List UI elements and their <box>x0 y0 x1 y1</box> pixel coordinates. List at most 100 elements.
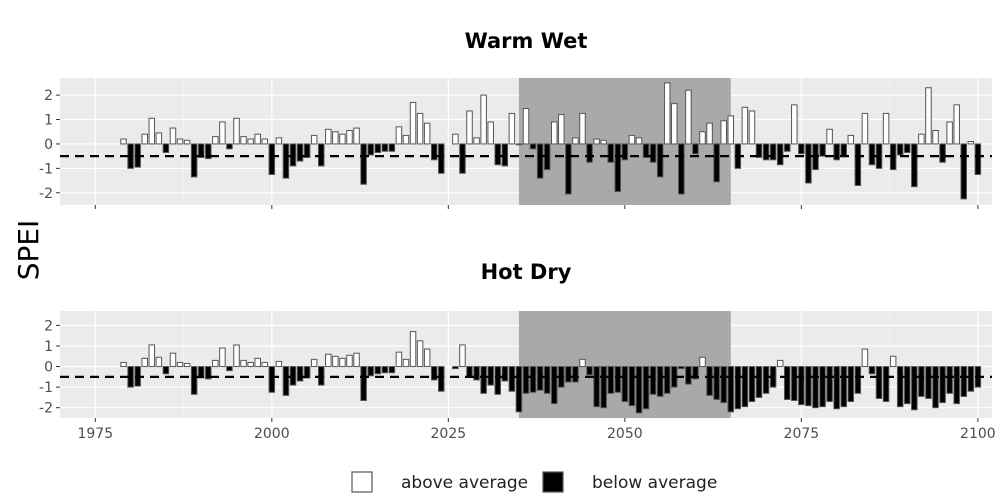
bar-2018 <box>395 351 403 368</box>
bar-2054 <box>649 366 657 395</box>
bar-2054 <box>649 143 657 163</box>
y-tick-label: -1 <box>39 380 53 396</box>
bar-2013 <box>360 366 367 402</box>
bar-2047 <box>600 139 607 145</box>
bar-2082 <box>847 134 855 145</box>
legend: above average below average <box>351 471 717 493</box>
bar-2073 <box>783 366 791 400</box>
bar-2059 <box>685 89 692 145</box>
y-tick-label: -1 <box>39 161 53 177</box>
bar-2085 <box>868 366 876 375</box>
bar-2060 <box>692 143 699 155</box>
bar-1997 <box>247 138 254 145</box>
bar-2057 <box>671 103 678 145</box>
bar-2012 <box>353 352 360 368</box>
bar-2051 <box>628 366 636 407</box>
bar-2029 <box>473 137 480 145</box>
bar-2017 <box>388 143 396 152</box>
bar-2040 <box>550 121 558 145</box>
bar-2074 <box>791 366 798 402</box>
bar-2056 <box>663 366 671 394</box>
x-tick-label: 2075 <box>784 426 820 442</box>
bar-2053 <box>642 143 650 158</box>
bar-2029 <box>473 366 480 381</box>
bar-2021 <box>416 112 424 145</box>
bar-1992 <box>212 359 219 368</box>
bar-2036 <box>522 366 530 394</box>
bar-2024 <box>438 143 445 174</box>
legend-key <box>542 471 564 493</box>
bar-1982 <box>141 357 148 368</box>
bar-1989 <box>190 366 198 395</box>
bar-2000 <box>268 143 276 175</box>
bar-1990 <box>197 143 205 158</box>
bar-2092 <box>918 133 925 145</box>
bar-2046 <box>593 138 600 145</box>
x-tick-label: 2025 <box>431 426 467 442</box>
bar-2095 <box>939 143 946 163</box>
bar-2088 <box>889 355 897 368</box>
bar-2079 <box>826 366 833 403</box>
bar-2001 <box>275 360 283 368</box>
bar-2019 <box>402 358 410 368</box>
bar-2091 <box>911 143 918 188</box>
bar-2026 <box>452 133 459 145</box>
bar-2072 <box>776 359 784 368</box>
bar-2068 <box>748 110 756 145</box>
bar-2076 <box>805 366 812 407</box>
y-tick-label: 0 <box>44 137 53 153</box>
bar-2048 <box>607 143 614 163</box>
bar-2018 <box>395 126 403 145</box>
bar-2080 <box>833 366 840 410</box>
bar-2033 <box>501 366 509 382</box>
bar-2077 <box>812 366 819 409</box>
bar-2080 <box>833 143 840 161</box>
bar-2016 <box>381 143 389 152</box>
bar-2030 <box>480 366 487 394</box>
bar-2010 <box>339 133 346 145</box>
bar-2038 <box>536 143 544 179</box>
bar-2087 <box>882 366 890 403</box>
bar-2083 <box>854 366 862 394</box>
y-axis-label: SPEI <box>12 220 45 281</box>
bar-2099 <box>967 366 975 392</box>
bar-2027 <box>459 344 466 368</box>
y-tick-label: 2 <box>44 318 53 334</box>
bar-2067 <box>741 106 749 145</box>
y-tick-label: 1 <box>44 339 53 355</box>
bar-2027 <box>459 143 466 174</box>
bar-2023 <box>430 143 438 161</box>
bar-2020 <box>409 101 417 145</box>
bar-2050 <box>621 366 629 403</box>
bar-1988 <box>183 362 191 368</box>
bar-1985 <box>162 143 170 153</box>
legend-key <box>351 471 373 493</box>
panel-title: Warm Wet <box>465 29 588 53</box>
bar-2089 <box>896 143 904 156</box>
bar-2021 <box>416 340 424 368</box>
x-tick-label: 2050 <box>607 426 643 442</box>
bar-2089 <box>896 366 904 408</box>
bar-2028 <box>466 110 473 145</box>
bar-1987 <box>176 138 184 145</box>
bar-2047 <box>600 366 607 409</box>
bar-2044 <box>579 358 586 368</box>
bar-1991 <box>205 143 212 160</box>
bar-2015 <box>374 143 381 153</box>
bar-2058 <box>678 143 685 195</box>
bar-2079 <box>826 128 833 145</box>
bar-2093 <box>925 87 932 145</box>
bar-2046 <box>593 366 600 408</box>
bar-2044 <box>579 112 586 145</box>
bar-2042 <box>565 366 572 383</box>
bar-2045 <box>586 366 593 376</box>
bar-2042 <box>565 143 572 195</box>
bar-2020 <box>409 331 417 368</box>
bar-2034 <box>508 366 516 392</box>
bar-2009 <box>332 131 339 145</box>
bar-2052 <box>635 137 643 145</box>
bar-2028 <box>466 366 473 378</box>
bar-2048 <box>607 366 614 394</box>
bar-2082 <box>847 366 855 403</box>
bar-2034 <box>508 112 516 145</box>
